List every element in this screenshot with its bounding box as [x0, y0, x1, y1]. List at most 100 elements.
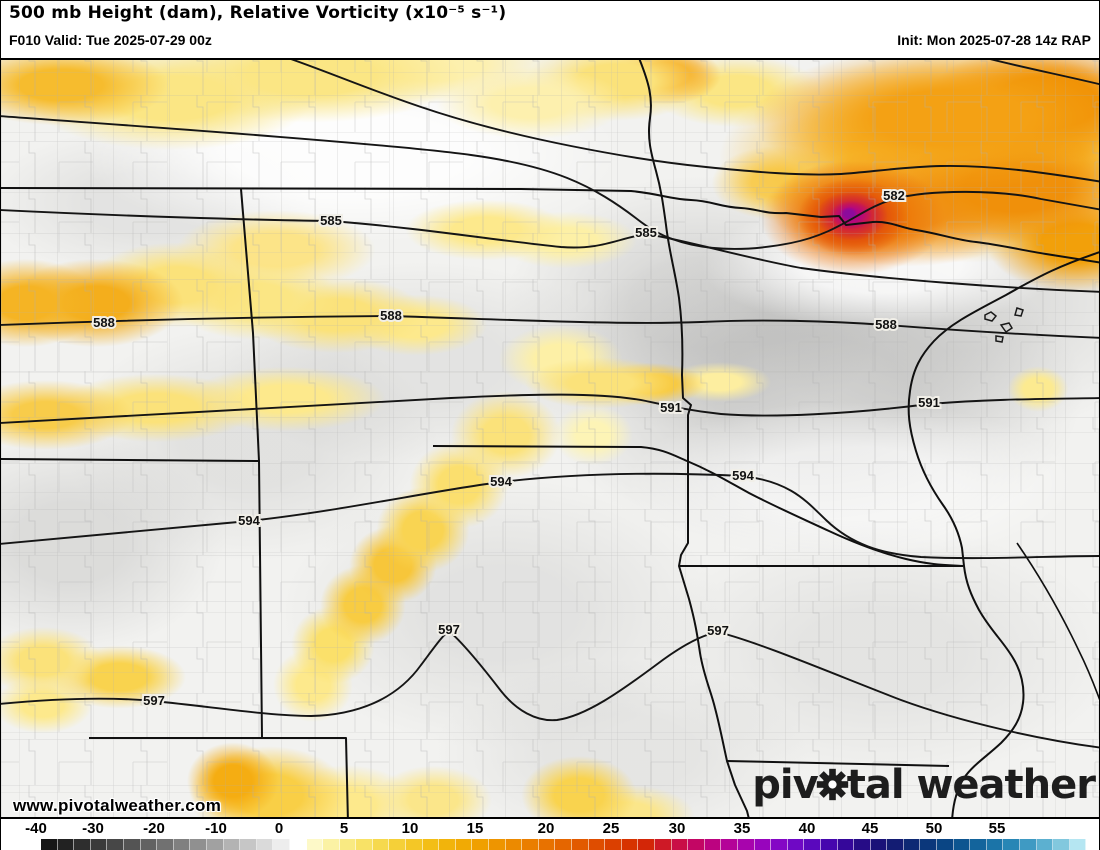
state-borders [1, 60, 1099, 817]
gear-icon [816, 765, 849, 811]
colorbar-cell [638, 839, 655, 850]
colorbar-cell [820, 839, 838, 850]
colorbar-cell [721, 839, 738, 850]
colorbar-cell [837, 839, 855, 850]
contour-label: 597 [438, 622, 460, 637]
contour-label: 591 [918, 395, 940, 410]
contour-label: 585 [635, 225, 657, 240]
contour-label: 582 [883, 188, 905, 203]
page-title: 500 mb Height (dam), Relative Vorticity … [9, 3, 507, 23]
colorbar-cell [804, 839, 821, 850]
map-canvas: 582 585 585 588 588 588 591 591 594 594 594 597 597 5… [1, 60, 1099, 817]
colorbar-cell [704, 839, 722, 850]
contour-label: 588 [875, 317, 897, 332]
colorbar-cell [538, 839, 556, 850]
colorbar-tick: 40 [798, 820, 816, 837]
contour-label: 588 [93, 315, 115, 330]
colorbar-tick: -20 [143, 820, 165, 837]
colorbar-cell [173, 839, 191, 850]
logo-text-left: piv [752, 762, 818, 808]
pivotal-weather-logo: piv tal weather [752, 762, 1096, 811]
colorbar-tick: 50 [925, 820, 943, 837]
colorbar-cell [190, 839, 207, 850]
colorbar-cell [920, 839, 938, 850]
colorbar-cell [555, 839, 572, 850]
colorbar-cell [489, 839, 506, 850]
colorbar-cell [455, 839, 473, 850]
height-contours [1, 60, 1099, 749]
colorbar-cell [1069, 839, 1087, 850]
colorbar-tick: -30 [82, 820, 104, 837]
contour-label: 594 [490, 474, 512, 489]
contour-label: 594 [732, 468, 754, 483]
colorbar-cell [422, 839, 440, 850]
colorbar-cell [107, 839, 124, 850]
colorbar-cell [1053, 839, 1070, 850]
colorbar-tick: 0 [274, 820, 284, 837]
header: 500 mb Height (dam), Relative Vorticity … [1, 1, 1099, 58]
colorbar-tick: 35 [733, 820, 751, 837]
colorbar-tick: 15 [466, 820, 484, 837]
init-time-label: Init: Mon 2025-07-28 14z RAP [897, 32, 1091, 48]
vorticity-positive-shading [1, 60, 1099, 817]
colorbar-cell [854, 839, 871, 850]
colorbar-cell [439, 839, 456, 850]
colorbar-cell [505, 839, 523, 850]
contour-label: 597 [143, 693, 165, 708]
colorbar: -40 -30 -20 -10 0 5 10 15 20 25 30 35 40 45 50 55 [1, 819, 1099, 850]
colorbar-cell [771, 839, 788, 850]
colorbar-cell [986, 839, 1004, 850]
colorbar-cell [754, 839, 772, 850]
contour-label: 597 [707, 623, 729, 638]
colorbar-cell [356, 839, 373, 850]
colorbar-cell [406, 839, 423, 850]
colorbar-tick: 30 [668, 820, 686, 837]
colorbar-cell [157, 839, 174, 850]
colorbar-cell [1020, 839, 1037, 850]
watermark: www.pivotalweather.com [13, 796, 222, 815]
colorbar-cell [870, 839, 888, 850]
vorticity-negative-shading [1, 60, 1099, 817]
valid-time-label: F010 Valid: Tue 2025-07-29 00z [9, 32, 212, 48]
colorbar-cell [737, 839, 755, 850]
colorbar-tick: 55 [988, 820, 1006, 837]
colorbar-cell [688, 839, 705, 850]
colorbar-tick: 5 [339, 820, 349, 837]
contour-label: 585 [320, 213, 342, 228]
county-lines [1, 60, 1099, 817]
colorbar-cell [140, 839, 158, 850]
colorbar-cell [240, 839, 257, 850]
colorbar-cell [256, 839, 274, 850]
colorbar-cell [654, 839, 672, 850]
colorbar-cell [289, 839, 307, 850]
colorbar-tick: 45 [861, 820, 879, 837]
colorbar-cell [903, 839, 921, 850]
colorbar-cell [123, 839, 141, 850]
colorbar-cell [306, 839, 324, 850]
colorbar-tick: 25 [602, 820, 620, 837]
colorbar-cell [74, 839, 91, 850]
contour-labels: 582 585 585 588 588 588 591 591 594 594 594 597 597 5… [91, 186, 942, 710]
colorbar-cell [323, 839, 340, 850]
colorbar-cell [953, 839, 971, 850]
colorbar-cell [970, 839, 987, 850]
colorbar-cell [472, 839, 490, 850]
colorbar-tick: -10 [205, 820, 227, 837]
contour-label: 588 [380, 308, 402, 323]
colorbar-cell [1003, 839, 1021, 850]
lakes [984, 307, 1024, 343]
map-region[interactable]: 582 585 585 588 588 588 591 591 594 594 594 597 597 5… [1, 58, 1099, 819]
colorbar-cell [887, 839, 904, 850]
colorbar-cell [273, 839, 290, 850]
logo-text-right: tal weather [846, 762, 1096, 808]
colorbar-cell [57, 839, 75, 850]
colorbar-tick: -40 [25, 820, 47, 837]
colorbar-cell [937, 839, 954, 850]
contour-label: 591 [660, 400, 682, 415]
colorbar-tick: 10 [401, 820, 419, 837]
colorbar-cell [621, 839, 639, 850]
colorbar-cell [90, 839, 108, 850]
colorbar-cell [223, 839, 241, 850]
colorbar-cell [572, 839, 589, 850]
